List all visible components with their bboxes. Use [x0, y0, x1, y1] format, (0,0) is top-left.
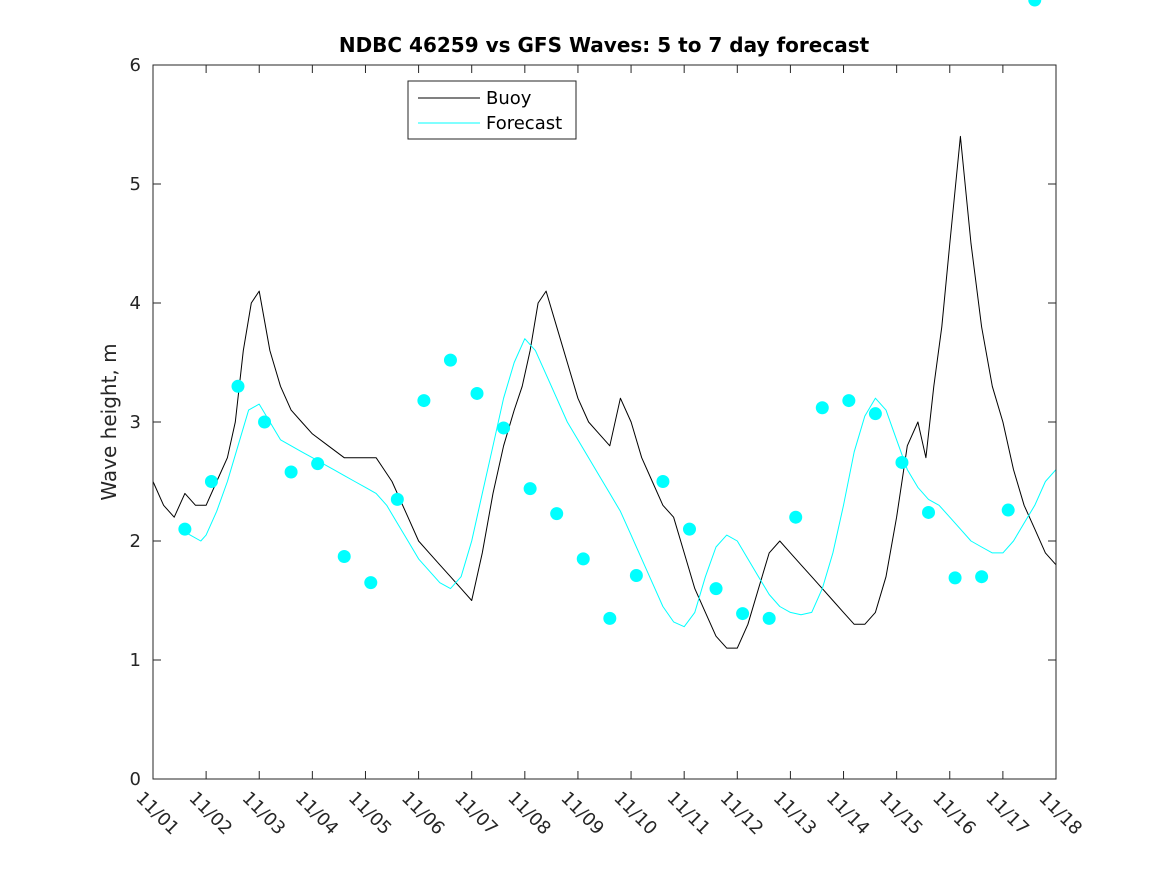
- forecast-marker: [682, 522, 696, 536]
- legend-forecast-label: Forecast: [486, 113, 562, 134]
- forecast-marker: [922, 505, 936, 519]
- x-tick-label: 11/10: [610, 788, 662, 840]
- x-tick-label: 11/01: [131, 788, 183, 840]
- x-tick-label: 11/07: [450, 788, 502, 840]
- forecast-marker: [470, 386, 484, 400]
- forecast-marker: [975, 570, 989, 584]
- legend-buoy-label: Buoy: [486, 88, 532, 109]
- forecast-marker: [736, 607, 750, 621]
- chart-title: NDBC 46259 vs GFS Waves: 5 to 7 day fore…: [339, 33, 870, 57]
- legend: Buoy Forecast: [407, 80, 577, 140]
- forecast-marker: [576, 552, 590, 566]
- x-tick-label: 11/03: [238, 788, 290, 840]
- x-tick-label: 11/14: [822, 788, 874, 840]
- x-tick-label: 11/16: [928, 788, 980, 840]
- forecast-marker: [390, 492, 404, 506]
- forecast-marker: [337, 549, 351, 563]
- forecast-marker: [364, 576, 378, 590]
- forecast-marker: [868, 407, 882, 421]
- forecast-marker: [284, 465, 298, 479]
- y-tick-label: 4: [130, 293, 141, 314]
- x-tick-label: 11/18: [1034, 788, 1086, 840]
- x-tick-label: 11/04: [291, 788, 343, 840]
- buoy-series-line: [152, 135, 1057, 649]
- x-tick-label: 11/17: [981, 788, 1033, 840]
- forecast-marker: [656, 475, 670, 488]
- legend-box: [407, 80, 577, 140]
- x-tick-label: 11/06: [397, 788, 449, 840]
- forecast-marker: [709, 582, 723, 596]
- forecast-marker: [895, 455, 909, 469]
- forecast-marker: [417, 394, 431, 408]
- y-tick-label: 5: [130, 174, 141, 195]
- forecast-marker: [1028, 0, 1042, 7]
- forecast-marker: [842, 394, 856, 408]
- forecast-marker: [311, 457, 325, 471]
- x-tick-label: 11/09: [556, 788, 608, 840]
- forecast-marker: [1001, 503, 1015, 517]
- x-tick-label: 11/08: [503, 788, 555, 840]
- forecast-marker: [948, 571, 962, 585]
- forecast-marker: [178, 522, 192, 536]
- forecast-marker: [231, 379, 245, 393]
- forecast-marker: [204, 475, 218, 488]
- forecast-marker: [629, 569, 643, 583]
- marker-layer: [178, 0, 1042, 625]
- y-tick-label: 6: [130, 55, 141, 76]
- forecast-marker: [789, 510, 803, 524]
- x-tick-label: 11/11: [663, 788, 715, 840]
- x-tick-label: 11/02: [185, 788, 237, 840]
- x-tick-label: 11/12: [716, 788, 768, 840]
- forecast-marker: [523, 482, 537, 496]
- forecast-marker: [815, 401, 829, 415]
- forecast-marker: [443, 353, 457, 367]
- plot-background: [153, 65, 1056, 779]
- y-tick-label: 1: [130, 650, 141, 671]
- forecast-marker: [603, 611, 617, 625]
- x-tick-label: 11/13: [769, 788, 821, 840]
- y-tick-label: 0: [130, 769, 141, 790]
- forecast-marker: [762, 611, 776, 625]
- x-tick-label: 11/05: [344, 788, 396, 840]
- y-tick-label: 3: [130, 412, 141, 433]
- x-tick-label: 11/15: [875, 788, 927, 840]
- y-tick-label: 2: [130, 531, 141, 552]
- forecast-marker: [550, 507, 564, 521]
- forecast-marker: [497, 421, 511, 435]
- forecast-marker: [258, 415, 272, 429]
- y-axis-label: Wave height, m: [97, 343, 121, 500]
